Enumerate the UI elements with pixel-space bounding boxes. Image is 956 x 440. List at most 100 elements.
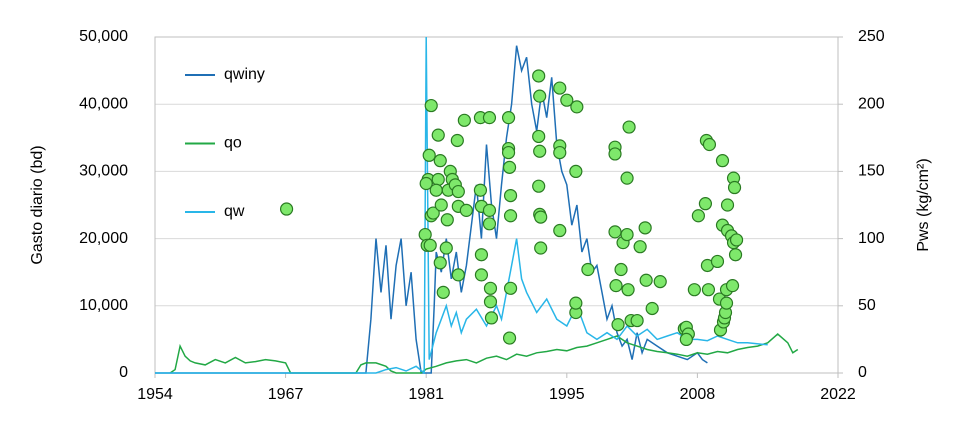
pws-point bbox=[501, 145, 516, 160]
pws-point bbox=[569, 164, 583, 178]
legend-label: qw bbox=[224, 203, 245, 220]
legend-label: qo bbox=[224, 135, 242, 152]
pws-point bbox=[621, 283, 635, 297]
pws-point bbox=[614, 262, 628, 277]
legend-label: qwiny bbox=[224, 66, 265, 83]
y-tick-label: 40,000 bbox=[79, 95, 128, 112]
pws-point bbox=[553, 223, 567, 238]
x-tick-label: 1981 bbox=[408, 386, 444, 403]
x-tick-label: 1967 bbox=[268, 386, 304, 403]
pws-point bbox=[533, 144, 547, 158]
pws-point bbox=[532, 129, 546, 144]
pws-point bbox=[687, 283, 701, 297]
pws-point bbox=[459, 203, 473, 217]
pws-point bbox=[426, 206, 440, 220]
y2-tick-label: 50 bbox=[858, 297, 876, 314]
pws-point bbox=[429, 183, 443, 197]
pws-point bbox=[483, 281, 498, 295]
x-tick-label: 1954 bbox=[137, 386, 173, 403]
pws-point bbox=[431, 172, 445, 187]
y2-tick-label: 0 bbox=[858, 364, 867, 381]
pws-point bbox=[569, 296, 583, 310]
pws-point bbox=[451, 184, 465, 199]
series-line bbox=[155, 45, 708, 374]
pws-point bbox=[620, 171, 634, 185]
pws-point bbox=[434, 198, 448, 212]
y-tick-label: 10,000 bbox=[79, 297, 128, 314]
pws-point bbox=[503, 281, 518, 295]
pws-point bbox=[581, 262, 595, 277]
pws-point bbox=[719, 296, 734, 310]
pws-point bbox=[534, 241, 548, 255]
pws-point bbox=[728, 248, 743, 262]
x-tick-label: 2008 bbox=[680, 386, 716, 403]
pws-point bbox=[620, 227, 634, 242]
pws-point bbox=[725, 279, 740, 293]
series-line bbox=[155, 36, 768, 374]
pws-point bbox=[653, 275, 667, 289]
pws-point bbox=[502, 160, 517, 174]
pws-point bbox=[474, 268, 489, 282]
pws-point bbox=[691, 209, 705, 223]
y2-tick-label: 250 bbox=[858, 28, 885, 45]
pws-point bbox=[560, 93, 574, 107]
y2-axis-title: Pws (kg/cm²) bbox=[915, 158, 932, 251]
y2-tick-label: 150 bbox=[858, 163, 885, 180]
pws-point bbox=[436, 285, 450, 299]
pws-point bbox=[279, 202, 294, 216]
pws-point bbox=[553, 145, 567, 160]
pws-point bbox=[701, 283, 716, 297]
y-tick-label: 50,000 bbox=[79, 28, 128, 45]
pws-point bbox=[433, 154, 447, 168]
pws-point bbox=[534, 210, 548, 224]
pws-point bbox=[474, 248, 489, 262]
y-tick-label: 20,000 bbox=[79, 230, 128, 247]
pws-point bbox=[457, 113, 471, 127]
pws-point bbox=[570, 100, 584, 114]
pws-point bbox=[630, 313, 644, 328]
pws-point bbox=[482, 111, 497, 125]
pws-point bbox=[553, 81, 567, 95]
pws-point bbox=[423, 238, 437, 252]
pws-point bbox=[424, 98, 438, 113]
pws-point bbox=[533, 89, 547, 103]
pws-point bbox=[440, 213, 454, 227]
pws-point bbox=[608, 225, 622, 239]
series-line bbox=[169, 333, 799, 374]
pws-point bbox=[698, 197, 713, 211]
pws-point bbox=[715, 154, 730, 168]
pws-point bbox=[484, 311, 499, 325]
pws-point bbox=[633, 240, 647, 254]
pws-point bbox=[482, 217, 497, 231]
plot-border bbox=[154, 36, 839, 374]
pws-point bbox=[720, 198, 735, 212]
pws-point bbox=[611, 318, 625, 332]
pws-point bbox=[502, 331, 517, 345]
y-tick-label: 30,000 bbox=[79, 163, 128, 180]
pws-point bbox=[645, 301, 659, 316]
pws-point bbox=[679, 332, 693, 346]
pws-point bbox=[503, 209, 518, 223]
pws-point bbox=[451, 268, 465, 282]
pws-point bbox=[501, 111, 516, 125]
pws-point bbox=[609, 279, 623, 293]
y-axis-title: Gasto diario (bd) bbox=[29, 145, 46, 264]
pws-point bbox=[473, 183, 488, 197]
x-tick-label: 1995 bbox=[549, 386, 585, 403]
pws-point bbox=[727, 180, 742, 195]
pws-point bbox=[482, 203, 497, 217]
pws-point bbox=[503, 188, 518, 203]
pws-point bbox=[710, 254, 725, 269]
pws-point bbox=[622, 120, 636, 134]
pws-point bbox=[608, 147, 622, 161]
pws-point bbox=[439, 241, 453, 255]
pws-point bbox=[419, 176, 433, 191]
pws-point bbox=[638, 221, 652, 235]
x-tick-label: 2022 bbox=[820, 386, 856, 403]
pws-point bbox=[450, 133, 464, 148]
pws-point bbox=[702, 137, 717, 152]
pws-point bbox=[532, 69, 546, 83]
y2-tick-label: 200 bbox=[858, 95, 885, 112]
